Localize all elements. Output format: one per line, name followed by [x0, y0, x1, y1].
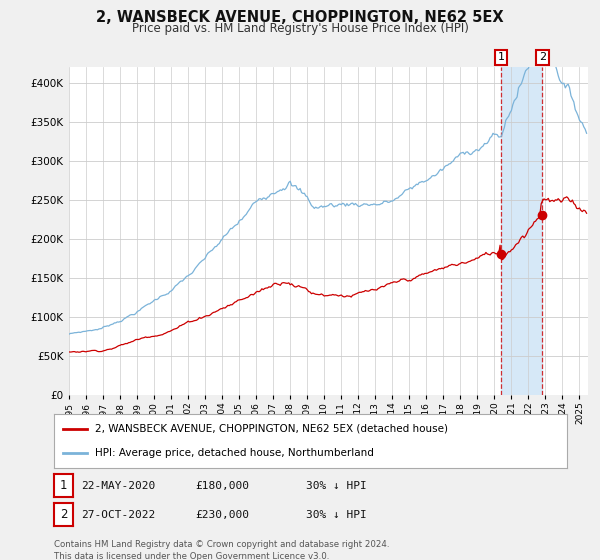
Text: £180,000: £180,000 [195, 480, 249, 491]
Text: Contains HM Land Registry data © Crown copyright and database right 2024.
This d: Contains HM Land Registry data © Crown c… [54, 540, 389, 560]
Text: 1: 1 [497, 52, 505, 62]
Text: Price paid vs. HM Land Registry's House Price Index (HPI): Price paid vs. HM Land Registry's House … [131, 22, 469, 35]
Text: 2: 2 [539, 52, 546, 62]
Text: 30% ↓ HPI: 30% ↓ HPI [306, 510, 367, 520]
Text: HPI: Average price, detached house, Northumberland: HPI: Average price, detached house, Nort… [95, 448, 374, 458]
Text: 27-OCT-2022: 27-OCT-2022 [81, 510, 155, 520]
Bar [501, 67, 542, 395]
Text: 2, WANSBECK AVENUE, CHOPPINGTON, NE62 5EX: 2, WANSBECK AVENUE, CHOPPINGTON, NE62 5E… [96, 10, 504, 25]
Text: 30% ↓ HPI: 30% ↓ HPI [306, 480, 367, 491]
Text: 2: 2 [60, 508, 67, 521]
Text: £230,000: £230,000 [195, 510, 249, 520]
Text: 2, WANSBECK AVENUE, CHOPPINGTON, NE62 5EX (detached house): 2, WANSBECK AVENUE, CHOPPINGTON, NE62 5E… [95, 424, 448, 434]
Text: 22-MAY-2020: 22-MAY-2020 [81, 480, 155, 491]
Text: 1: 1 [60, 479, 67, 492]
